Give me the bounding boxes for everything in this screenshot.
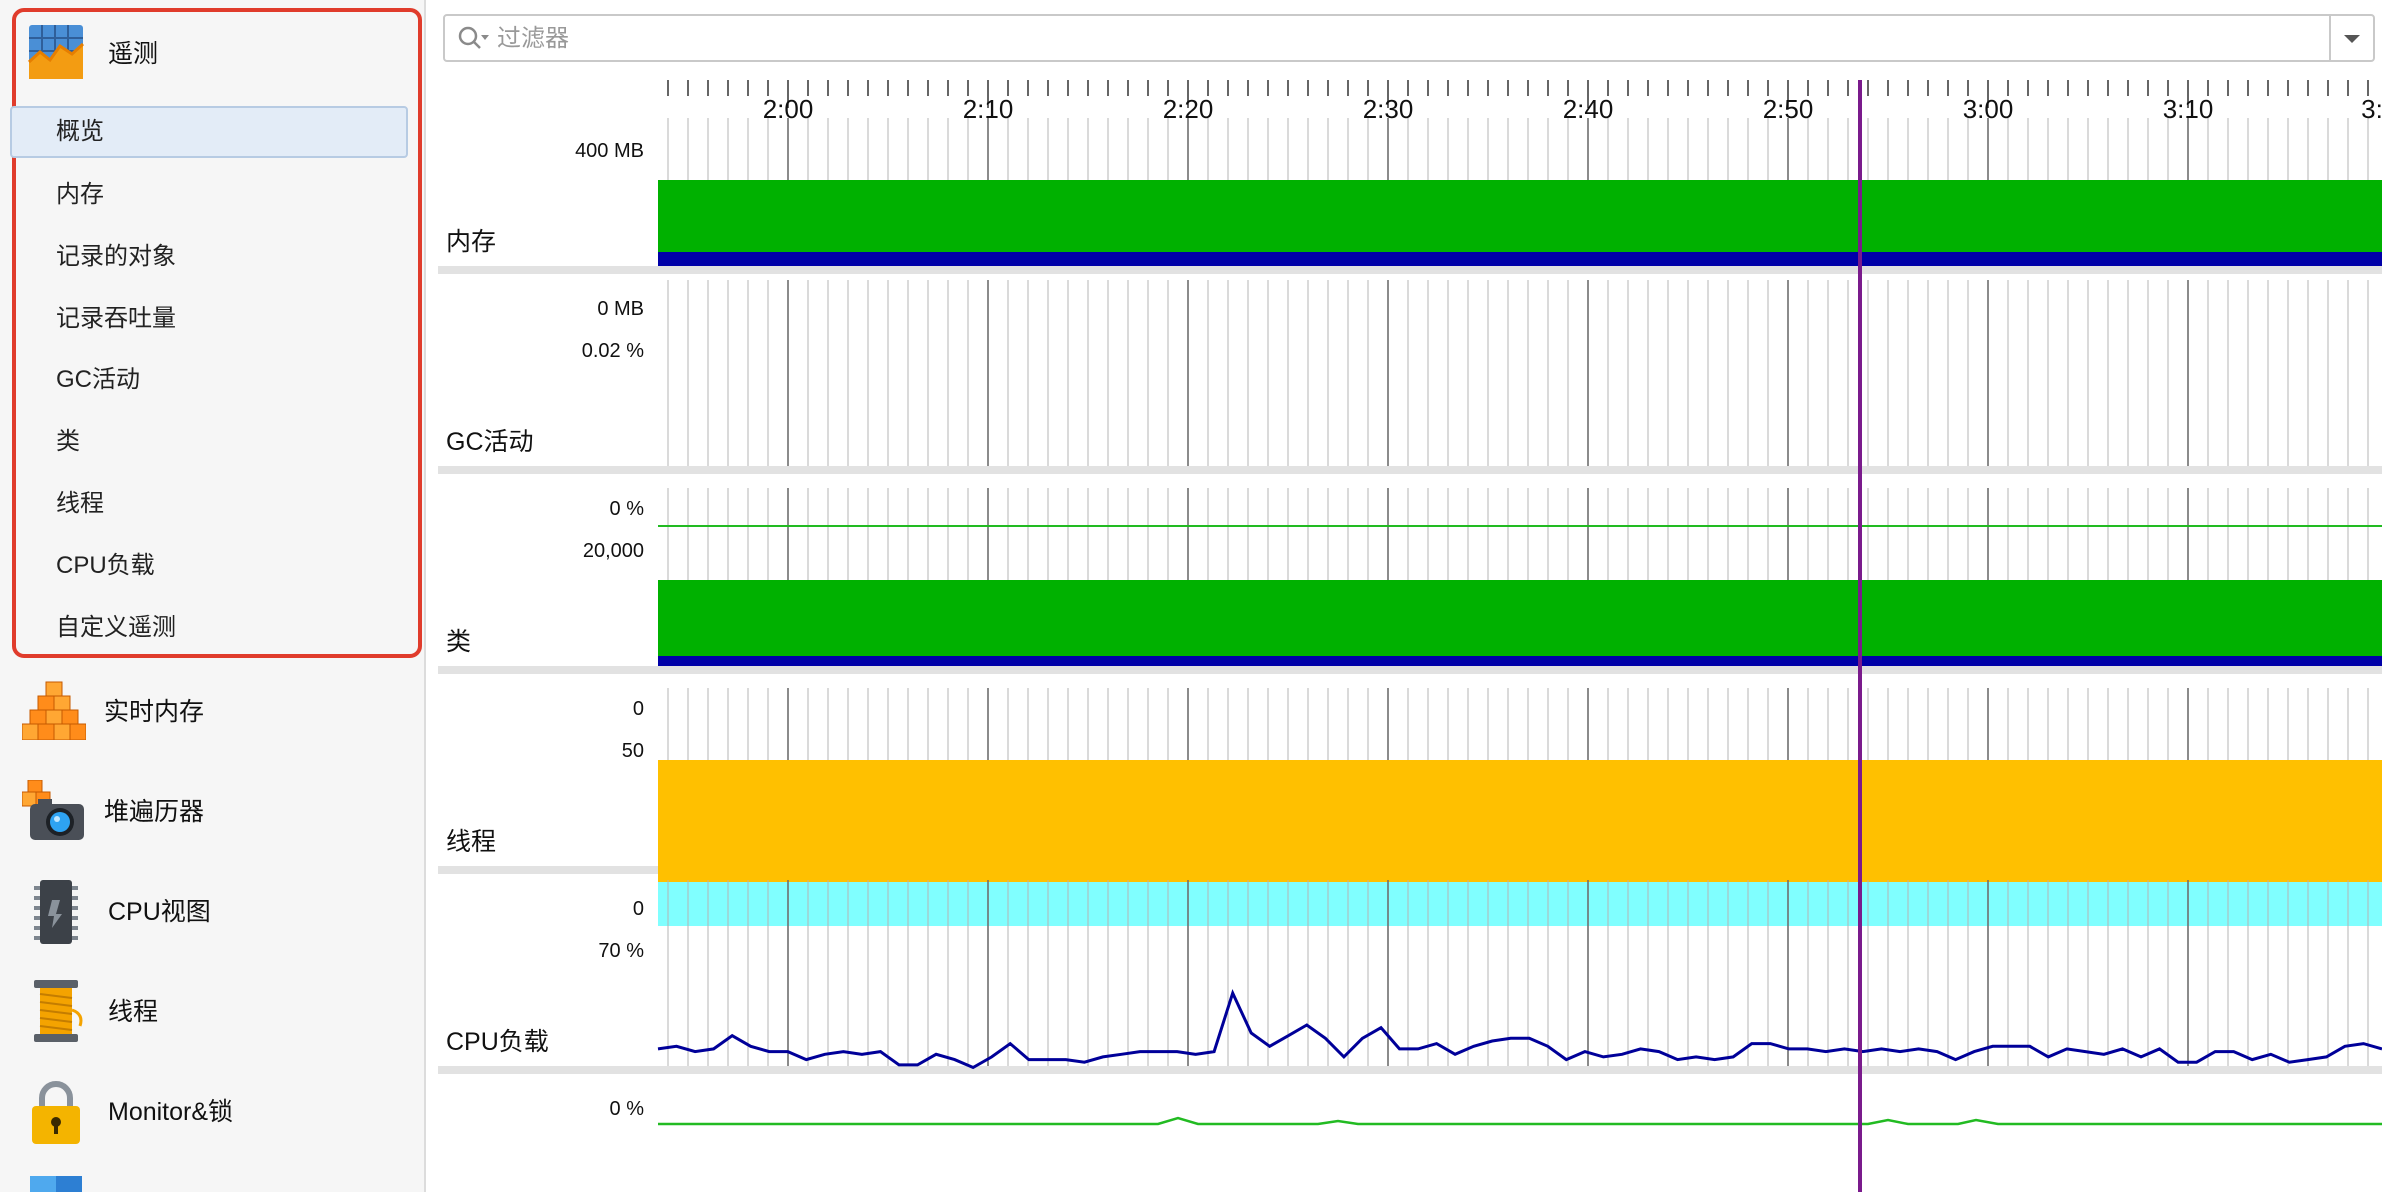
sidebar-group-label: CPU视图 bbox=[108, 898, 211, 926]
time-tick-label: 2:30 bbox=[1362, 94, 1414, 124]
classes-baseline-area bbox=[658, 656, 2382, 666]
search-icon[interactable] bbox=[457, 25, 491, 58]
monitor-lock-icon bbox=[26, 1080, 86, 1144]
panel-separator bbox=[438, 466, 2382, 474]
live-memory-icon bbox=[21, 680, 87, 741]
threads-waiting-area bbox=[658, 760, 2382, 882]
memory-panel-label: 内存 bbox=[446, 228, 497, 256]
sidebar-group-threads[interactable]: 线程 bbox=[26, 980, 159, 1042]
heap-walker-icon bbox=[21, 779, 84, 840]
classes-y-max: 20,000 bbox=[582, 540, 644, 562]
sidebar-group-monitors-locks[interactable]: Monitor&锁 bbox=[26, 1080, 234, 1144]
memory-used-area bbox=[658, 180, 2382, 252]
cpu-panel-label: CPU负载 bbox=[446, 1028, 549, 1056]
memory-allocated-area bbox=[658, 252, 2382, 266]
filter-input[interactable] bbox=[495, 20, 2279, 58]
cpu-y-max: 70 % bbox=[598, 940, 644, 962]
panel-separator bbox=[438, 666, 2382, 674]
time-tick-label: 3: bbox=[2361, 94, 2382, 124]
sidebar-group-heap-walker[interactable]: 堆遍历器 bbox=[21, 779, 205, 840]
time-tick-label: 2:40 bbox=[1562, 94, 1614, 124]
sidebar-group-cpu-views[interactable]: CPU视图 bbox=[26, 880, 211, 944]
classes-panel-label: 类 bbox=[446, 628, 472, 656]
classes-y-min: 0 bbox=[632, 698, 644, 720]
threads-panel-label: 线程 bbox=[446, 828, 497, 856]
sidebar-item-memory[interactable]: 内存 bbox=[56, 181, 104, 208]
time-tick-label: 2:50 bbox=[1762, 94, 1814, 124]
sidebar-group-label: Monitor&锁 bbox=[108, 1098, 234, 1126]
chevron-down-icon bbox=[2344, 35, 2360, 43]
threads-y-min: 0 bbox=[632, 898, 644, 920]
sidebar: 遥测 概览 内存 记录的对象 记录吞吐量 GC活动 类 线程 CPU负载 自定义… bbox=[0, 0, 426, 1192]
time-tick-label: 2:10 bbox=[962, 94, 1014, 124]
sidebar-group-label: 堆遍历器 bbox=[104, 798, 205, 826]
time-tick-label: 3:00 bbox=[1962, 94, 2014, 124]
telemetry-section-highlight bbox=[12, 8, 422, 658]
threads-runnable-area bbox=[658, 882, 2382, 926]
threads-y-max: 50 bbox=[621, 740, 644, 762]
cpu-gc-line bbox=[658, 1116, 2382, 1126]
cpu-views-icon bbox=[26, 880, 86, 944]
sidebar-item-recorded-throughput[interactable]: 记录吞吐量 bbox=[56, 305, 176, 332]
sidebar-item-classes[interactable]: 类 bbox=[56, 428, 80, 455]
memory-y-max: 400 MB bbox=[575, 140, 644, 162]
telemetry-icon bbox=[26, 22, 86, 82]
filter-dropdown-button[interactable] bbox=[2329, 16, 2373, 60]
classes-area bbox=[658, 580, 2382, 656]
time-tick-label: 3:10 bbox=[2162, 94, 2214, 124]
sidebar-item-cpu-load[interactable]: CPU负载 bbox=[56, 552, 155, 579]
gc-panel-label: GC活动 bbox=[446, 428, 534, 456]
time-tick-label: 2:20 bbox=[1162, 94, 1214, 124]
cpu-load-line bbox=[657, 988, 2382, 1070]
sidebar-group-label: 线程 bbox=[108, 998, 159, 1026]
sidebar-item-custom-telemetry[interactable]: 自定义遥测 bbox=[56, 614, 176, 641]
sidebar-group-telemetry[interactable]: 遥测 bbox=[26, 22, 158, 82]
panel-separator bbox=[438, 266, 2382, 274]
sidebar-item-threads[interactable]: 线程 bbox=[56, 490, 104, 517]
filter-bar bbox=[443, 14, 2375, 62]
panel-separator bbox=[438, 1066, 2382, 1074]
memory-y-min: 0 MB bbox=[597, 298, 644, 320]
time-tick-label: 2:00 bbox=[762, 94, 814, 124]
next-view-icon bbox=[30, 1176, 82, 1192]
sidebar-item-overview[interactable]: 概览 bbox=[10, 106, 408, 158]
sidebar-item-gc-activity[interactable]: GC活动 bbox=[56, 366, 140, 393]
gc-y-min: 0 % bbox=[609, 498, 644, 520]
threads-icon bbox=[26, 980, 86, 1042]
cpu-y-min: 0 % bbox=[609, 1098, 644, 1120]
sidebar-group-live-memory[interactable]: 实时内存 bbox=[21, 680, 205, 741]
sidebar-group-label: 遥测 bbox=[108, 40, 159, 68]
sidebar-group-label: 实时内存 bbox=[104, 698, 205, 726]
gc-y-max: 0.02 % bbox=[581, 340, 644, 362]
telemetry-overview-charts: 2:00 2:10 2:20 2:30 2:40 2:50 3:00 3:10 … bbox=[438, 68, 2382, 1192]
sidebar-item-recorded-objects[interactable]: 记录的对象 bbox=[56, 243, 176, 270]
charts-canvas[interactable] bbox=[438, 68, 2382, 1192]
